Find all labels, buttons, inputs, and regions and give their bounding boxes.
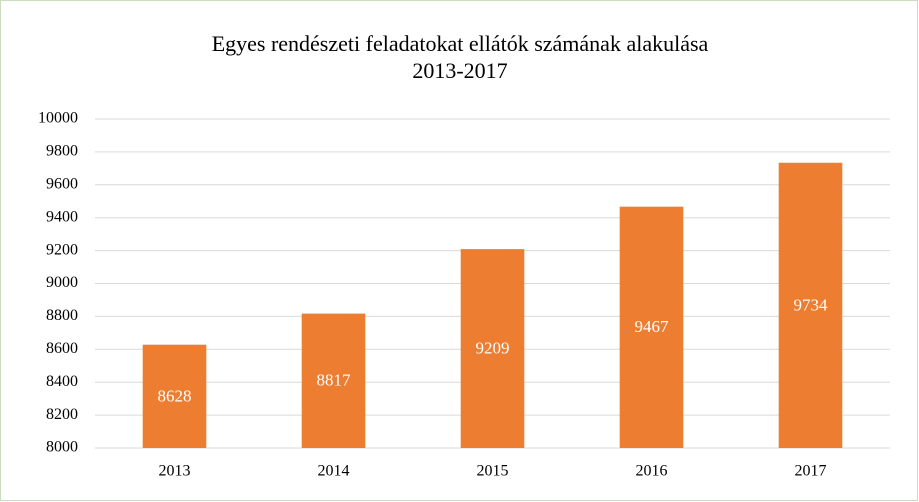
y-tick-label: 8400 bbox=[46, 373, 78, 390]
x-tick-label: 2013 bbox=[159, 463, 191, 480]
x-tick-label: 2017 bbox=[795, 463, 827, 480]
data-label: 9467 bbox=[635, 317, 670, 336]
y-tick-label: 9400 bbox=[46, 208, 78, 225]
chart-title: Egyes rendészeti feladatokat ellátók szá… bbox=[212, 31, 709, 56]
data-label: 8628 bbox=[158, 386, 192, 405]
x-tick-label: 2016 bbox=[636, 463, 668, 480]
chart-subtitle: 2013-2017 bbox=[412, 58, 507, 83]
bar bbox=[142, 344, 207, 448]
bar bbox=[460, 249, 525, 448]
data-label: 9734 bbox=[794, 295, 829, 314]
y-tick-label: 10000 bbox=[38, 110, 78, 127]
y-tick-label: 8800 bbox=[46, 307, 78, 324]
x-tick-label: 2015 bbox=[477, 463, 509, 480]
y-tick-label: 8200 bbox=[46, 406, 78, 423]
data-label: 8817 bbox=[317, 371, 352, 390]
y-tick-label: 8600 bbox=[46, 340, 78, 357]
y-tick-label: 9600 bbox=[46, 175, 78, 192]
y-tick-label: 9000 bbox=[46, 274, 78, 291]
bar bbox=[778, 162, 843, 448]
x-tick-label: 2014 bbox=[318, 463, 350, 480]
bar bbox=[619, 206, 684, 448]
y-tick-label: 9200 bbox=[46, 241, 78, 258]
data-label: 9209 bbox=[476, 338, 510, 357]
y-tick-label: 9800 bbox=[46, 143, 78, 160]
bar bbox=[301, 313, 366, 448]
y-tick-label: 8000 bbox=[46, 439, 78, 456]
